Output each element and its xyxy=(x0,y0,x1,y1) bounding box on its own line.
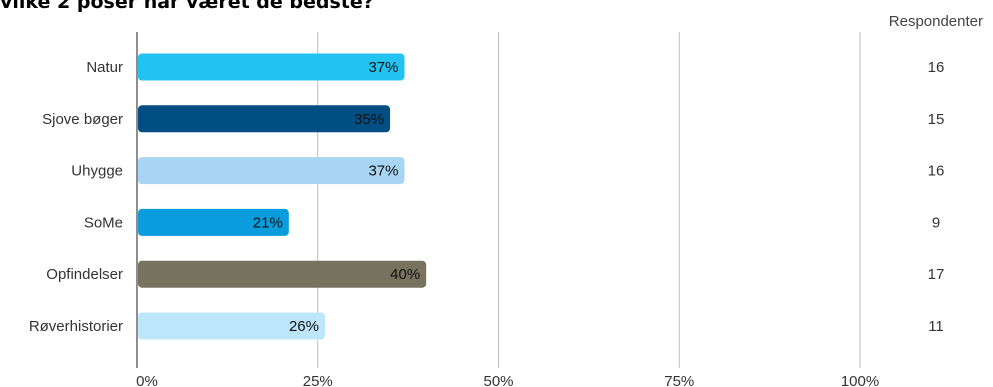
category-label: Sjove bøger xyxy=(42,111,123,128)
category-label: Opfindelser xyxy=(46,266,123,283)
respondent-count: 11 xyxy=(928,318,944,335)
bar-value-label: 26% xyxy=(289,318,319,335)
x-tick-label: 50% xyxy=(483,373,513,387)
bar-value-label: 21% xyxy=(253,214,283,231)
bar xyxy=(138,157,405,185)
respondent-count: 15 xyxy=(928,111,945,128)
bar-value-label: 37% xyxy=(368,59,398,76)
respondent-count: 17 xyxy=(928,266,945,283)
respondent-count: 9 xyxy=(932,214,940,231)
bar xyxy=(138,105,391,133)
bar xyxy=(138,312,325,340)
category-label: Natur xyxy=(86,59,123,76)
respondent-count: 16 xyxy=(928,59,945,76)
category-label: Røverhistorier xyxy=(29,318,123,335)
bar-value-label: 35% xyxy=(354,111,384,128)
x-tick-label: 100% xyxy=(841,373,879,387)
bar xyxy=(138,53,405,81)
x-tick-label: 0% xyxy=(136,373,158,387)
category-label: Uhygge xyxy=(71,163,123,180)
bar xyxy=(138,208,289,236)
bar-value-label: 37% xyxy=(368,163,398,180)
respondents-header: Respondenter xyxy=(888,13,983,30)
bar-value-label: 40% xyxy=(390,266,420,283)
chart-title: vilke 2 poser har været de bedste? xyxy=(0,0,374,13)
respondent-count: 16 xyxy=(928,163,945,180)
x-tick-label: 25% xyxy=(303,373,333,387)
category-label: SoMe xyxy=(84,214,123,231)
x-tick-label: 75% xyxy=(664,373,694,387)
bar xyxy=(138,260,427,288)
